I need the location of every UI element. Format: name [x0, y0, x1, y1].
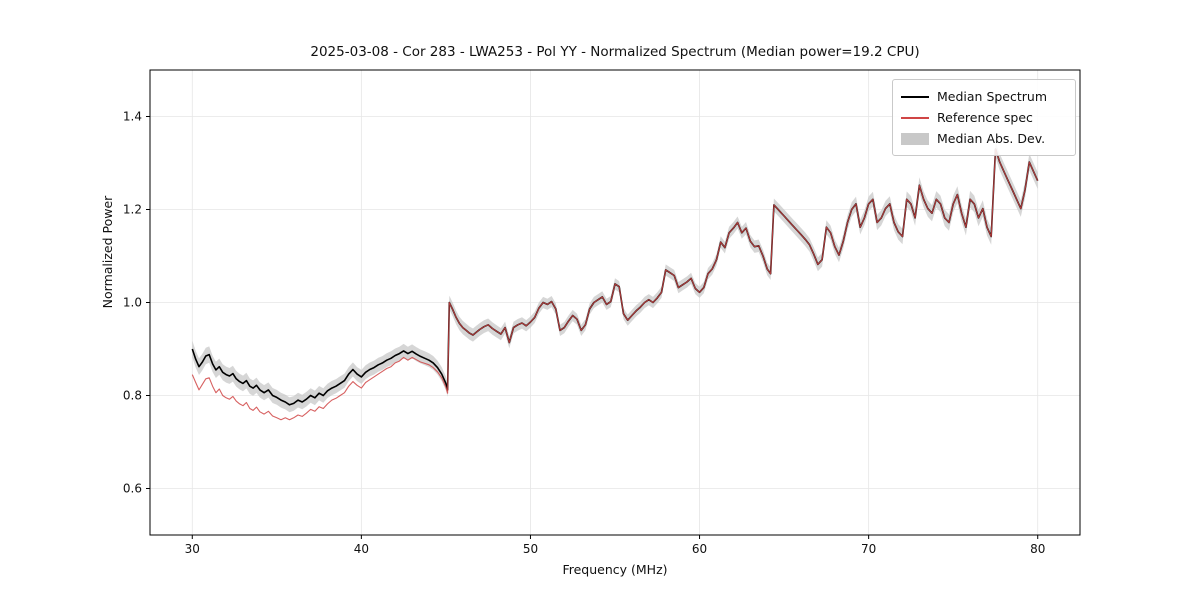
x-tick-label: 40	[354, 542, 369, 556]
legend-label: Reference spec	[937, 110, 1033, 125]
reference-line-swatch-icon	[901, 116, 929, 119]
y-tick-label: 1.0	[123, 296, 142, 310]
median-line-swatch-icon	[901, 95, 929, 98]
legend-item-reference-spec: Reference spec	[901, 107, 1065, 128]
legend-label: Median Spectrum	[937, 89, 1048, 104]
y-tick-label: 1.2	[123, 203, 142, 217]
y-tick-label: 0.6	[123, 482, 142, 496]
x-tick-label: 70	[861, 542, 876, 556]
reference-spec-line	[191, 148, 1039, 421]
legend-label: Median Abs. Dev.	[937, 131, 1046, 146]
y-axis-label: Normalized Power	[100, 195, 115, 309]
legend-item-median-spectrum: Median Spectrum	[901, 86, 1065, 107]
median-spectrum-line	[191, 148, 1039, 406]
legend: Median Spectrum Reference spec Median Ab…	[892, 79, 1076, 156]
chart-title: 2025-03-08 - Cor 283 - LWA253 - Pol YY -…	[310, 44, 920, 60]
x-tick-label: 80	[1030, 542, 1045, 556]
x-tick-label: 30	[185, 542, 200, 556]
x-tick-label: 60	[692, 542, 707, 556]
y-tick-label: 0.8	[123, 389, 142, 403]
mad-band-swatch-icon	[901, 132, 929, 145]
legend-item-median-abs-dev: Median Abs. Dev.	[901, 128, 1065, 149]
x-tick-label: 50	[523, 542, 538, 556]
y-tick-label: 1.4	[123, 110, 142, 124]
mad-band	[192, 140, 1038, 413]
x-axis-label: Frequency (MHz)	[562, 562, 668, 577]
